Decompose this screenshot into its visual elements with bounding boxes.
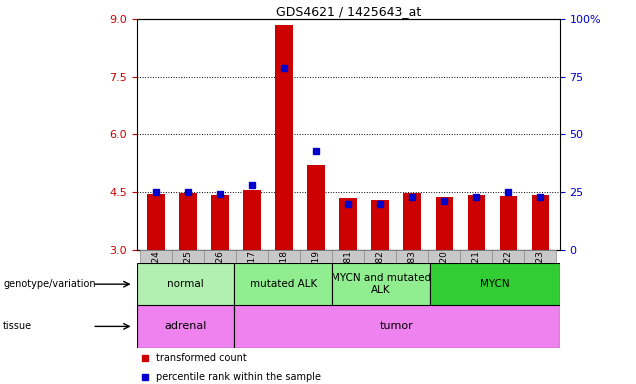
Text: tumor: tumor [380, 321, 414, 331]
Bar [236, 250, 268, 263]
Text: GSM801620: GSM801620 [440, 250, 449, 305]
Bar [532, 195, 550, 250]
Bar [429, 263, 560, 305]
Text: GSM801625: GSM801625 [184, 250, 193, 305]
Bar [307, 165, 325, 250]
Text: GSM801621: GSM801621 [472, 250, 481, 305]
Text: transformed count: transformed count [156, 353, 247, 364]
Text: mutated ALK: mutated ALK [249, 279, 317, 289]
Bar [179, 193, 197, 250]
Bar [332, 250, 364, 263]
Bar [460, 250, 492, 263]
Text: MYCN: MYCN [480, 279, 509, 289]
Text: tissue: tissue [3, 321, 32, 331]
Text: GSM801622: GSM801622 [504, 250, 513, 305]
Bar [340, 198, 357, 250]
Bar [467, 195, 485, 250]
Title: GDS4621 / 1425643_at: GDS4621 / 1425643_at [275, 5, 421, 18]
Bar [172, 250, 204, 263]
Bar [525, 250, 556, 263]
Bar [428, 250, 460, 263]
Text: GSM801623: GSM801623 [536, 250, 545, 305]
Text: GSM801617: GSM801617 [247, 250, 256, 305]
Bar [140, 250, 172, 263]
Bar [300, 250, 332, 263]
Text: GSM801626: GSM801626 [216, 250, 225, 305]
Bar [137, 305, 234, 348]
Bar [332, 263, 429, 305]
Bar [234, 263, 332, 305]
Bar [137, 263, 234, 305]
Bar [364, 250, 396, 263]
Bar [268, 250, 300, 263]
Text: GSM914181: GSM914181 [343, 250, 353, 305]
Bar [396, 250, 428, 263]
Text: genotype/variation: genotype/variation [3, 279, 96, 289]
Bar [371, 200, 389, 250]
Bar [211, 195, 229, 250]
Text: GSM914183: GSM914183 [408, 250, 417, 305]
Text: GSM914182: GSM914182 [376, 250, 385, 305]
Bar [147, 194, 165, 250]
Text: percentile rank within the sample: percentile rank within the sample [156, 372, 321, 382]
Bar [244, 190, 261, 250]
Bar [500, 196, 517, 250]
Bar [436, 197, 453, 250]
Text: GSM801619: GSM801619 [312, 250, 321, 305]
Bar [234, 305, 560, 348]
Text: GSM801624: GSM801624 [151, 250, 160, 305]
Bar [403, 193, 421, 250]
Text: normal: normal [167, 279, 204, 289]
Bar [204, 250, 236, 263]
Text: adrenal: adrenal [164, 321, 207, 331]
Text: GSM801618: GSM801618 [280, 250, 289, 305]
Text: MYCN and mutated
ALK: MYCN and mutated ALK [331, 273, 431, 295]
Bar [275, 25, 293, 250]
Bar [492, 250, 525, 263]
